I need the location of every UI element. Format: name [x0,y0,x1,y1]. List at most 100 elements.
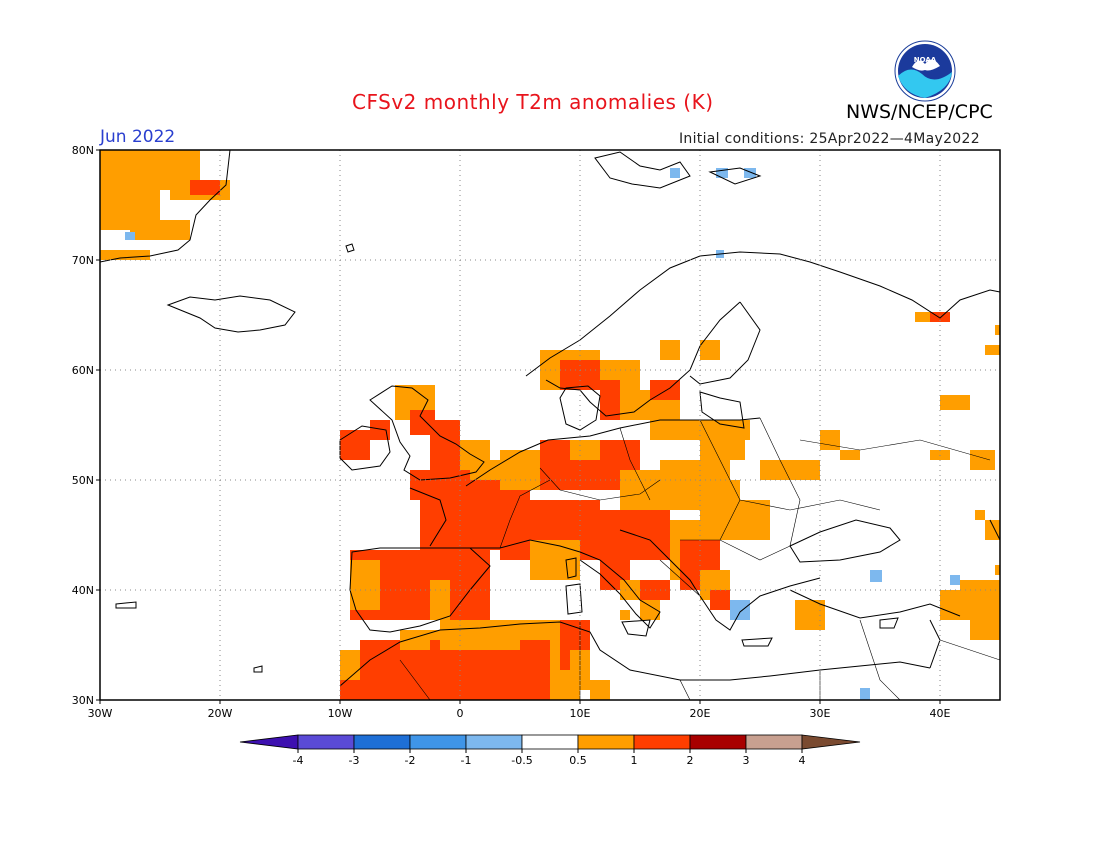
colorbar-segment [689,734,747,750]
lon-label: 10W [328,707,353,720]
valid-month-label: Jun 2022 [100,127,176,147]
anomaly-cell [930,312,950,322]
lon-label: 20E [690,707,711,720]
lat-label: 40N [72,584,94,597]
anomaly-cell [340,680,370,700]
colorbar-segment [409,734,467,750]
coastline-greenland [99,149,231,263]
coastline-gulf-lion [470,539,581,553]
anomaly-cell [100,250,150,260]
lon-label: 30E [810,707,831,720]
anomaly-cell [995,325,1000,335]
colorbar-tick-label: -1 [461,754,472,767]
lon-label: 40E [930,707,951,720]
anomaly-cell [760,460,820,480]
coastline-azores [115,601,137,609]
colorbar: -4 -3 -2 -1 -0.5 0.5 1 2 3 4 [239,734,861,767]
lon-label: 0 [457,707,464,720]
lat-label: 70N [72,254,94,267]
map-frame [99,149,1001,701]
coastline-sweden-east [545,301,741,417]
coastline-britain [369,385,485,481]
chart-title: CFSv2 monthly T2m anomalies (K) [352,90,714,114]
anomaly-cell [995,565,1000,575]
anomaly-cell [570,440,600,460]
colorbar-segment [353,734,411,750]
anomaly-cell [820,430,840,450]
colorbar-tick-label: -3 [349,754,360,767]
anomaly-cell [620,390,650,420]
anomaly-cell [700,420,745,460]
colorbar-segment [297,734,355,750]
colorbar-segment [745,734,803,750]
coastline-cyprus [879,617,899,629]
anomaly-cell [970,450,995,470]
coastline-adriatic [619,529,701,597]
coastline-franz-josef [708,167,762,185]
anomaly-cell [400,680,460,700]
coastline-baltic [699,391,745,429]
anomaly-cell [620,610,630,620]
anomaly-cell [190,180,220,195]
coastline-anatolia [789,589,961,619]
coastline-faroe [345,243,355,253]
anomaly-cell [950,575,960,585]
anomaly-cell [740,500,770,540]
colorbar-segment [577,734,635,750]
lat-label: 50N [72,474,94,487]
lat-lon-grid [100,150,1000,700]
coastline-continent-north [465,417,761,487]
anomaly-cell [530,540,580,580]
coastline-north-africa [339,621,931,687]
coastlines [99,149,1001,687]
coastline-levant [929,619,941,669]
anomaly-cell [600,380,620,420]
anomaly-cell [744,168,756,178]
anomaly-cells [100,150,1000,700]
lon-label: 30W [88,707,113,720]
anomaly-cell [590,680,610,700]
colorbar-segment [521,734,579,750]
agency-label: NWS/NCEP/CPC [846,101,993,123]
coastline-sicily [621,619,651,637]
coastline-svalbard [594,151,691,189]
anomaly-cell [940,395,970,410]
coastline-corsica [565,557,577,579]
anomaly-cell [650,400,680,420]
colorbar-segment [465,734,523,750]
anomaly-cell [700,340,720,360]
lat-label: 30N [72,694,94,707]
anomaly-cell [125,232,135,240]
colorbar-tick-label: -0.5 [511,754,532,767]
anomaly-cell [970,620,1000,640]
lon-label: 10E [570,707,591,720]
anomaly-cell [350,560,380,610]
colorbar-tick-label: -2 [405,754,416,767]
coastline-caspian [989,519,1001,541]
svg-text:NOAA: NOAA [914,56,937,64]
colorbar-min-arrow [239,734,299,750]
anomaly-cell [730,600,750,620]
colorbar-tick-label: 2 [687,754,694,767]
noaa-logo: NOAA [894,40,956,102]
anomaly-cell [710,590,730,610]
coastline-iberia [349,547,491,633]
anomaly-cell [100,150,160,230]
lon-label: 20W [208,707,233,720]
coastline-black-sea [789,519,901,563]
anomaly-cell [640,600,660,620]
coastline-biscay [409,487,447,547]
coastline-denmark [559,385,601,431]
anomaly-cell [985,345,1000,355]
lat-label: 80N [72,144,94,157]
colorbar-segment [633,734,691,750]
anomaly-cell [130,220,190,240]
colorbar-tick-label: 0.5 [569,754,587,767]
anomaly-cell [985,520,1000,540]
anomaly-cell [660,340,680,360]
coastline-finland [689,301,761,385]
lat-label: 60N [72,364,94,377]
colorbar-tick-label: -4 [293,754,304,767]
coastline-canary [253,665,263,673]
anomaly-map: 30W 20W 10W 0 10E 20E 30E 40E 80N 70N 60N 50N 40N 30N [72,144,1001,720]
